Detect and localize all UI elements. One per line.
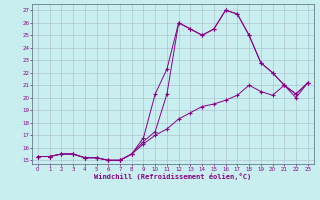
- X-axis label: Windchill (Refroidissement éolien,°C): Windchill (Refroidissement éolien,°C): [94, 173, 252, 180]
